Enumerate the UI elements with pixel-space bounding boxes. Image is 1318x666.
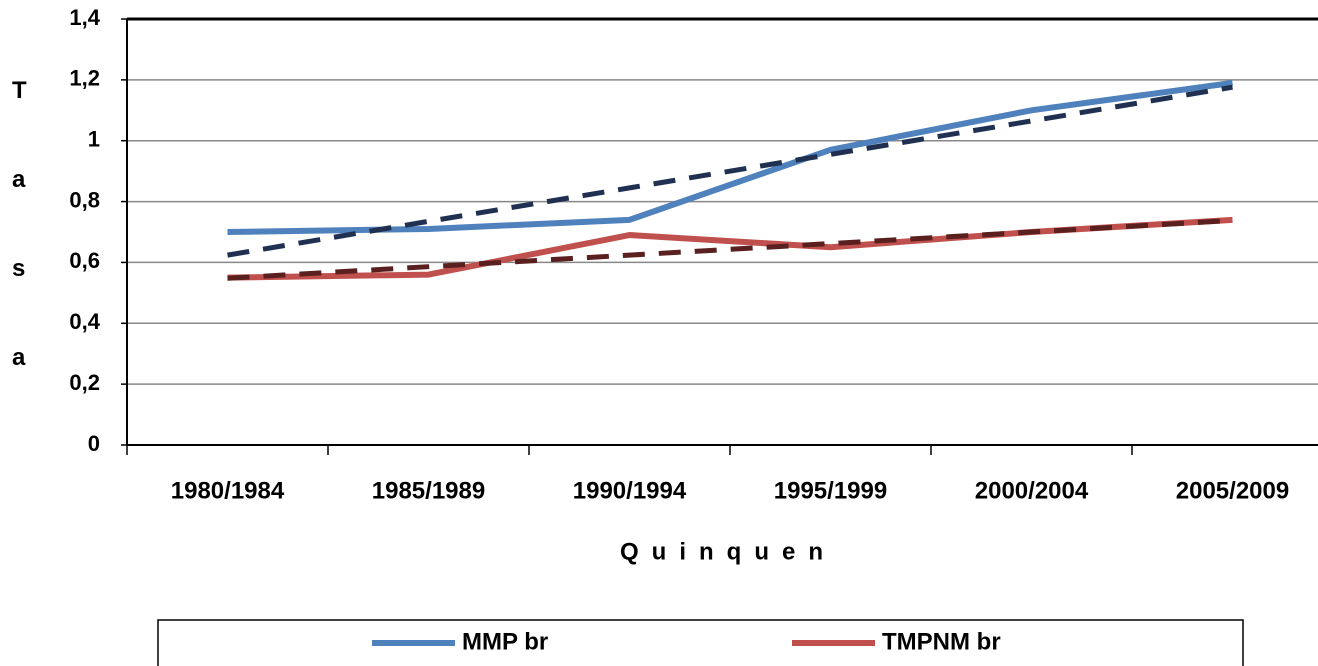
x-tick-label: 1980/1984 [171, 477, 285, 504]
legend-label: TMPNM br [882, 628, 1001, 655]
y-tick-label: 0,8 [69, 187, 100, 212]
y-tick-label: 1 [88, 127, 100, 152]
legend-label: MMP br [462, 628, 548, 655]
legend-box [157, 619, 1244, 666]
y-tick-label: 0 [88, 431, 100, 456]
series-line [227, 217, 1233, 281]
series-line [227, 84, 1233, 258]
y-tick-label: 0,6 [69, 248, 100, 273]
y-tick-label: 0,2 [69, 370, 100, 395]
x-axis-label: Quinquen [620, 538, 836, 565]
y-tick-label: 1,2 [69, 66, 100, 91]
y-axis-label: Tasa [12, 77, 27, 371]
y-tick-label: 1,4 [69, 5, 100, 30]
x-tick-label: 1990/1994 [573, 477, 687, 504]
y-tick-label: 0,4 [69, 309, 100, 334]
series-line [227, 79, 1233, 235]
x-tick-label: 2005/2009 [1176, 477, 1289, 504]
x-tick-label: 1995/1999 [774, 477, 887, 504]
x-tick-label: 1985/1989 [372, 477, 485, 504]
x-tick-label: 2000/2004 [975, 477, 1089, 504]
